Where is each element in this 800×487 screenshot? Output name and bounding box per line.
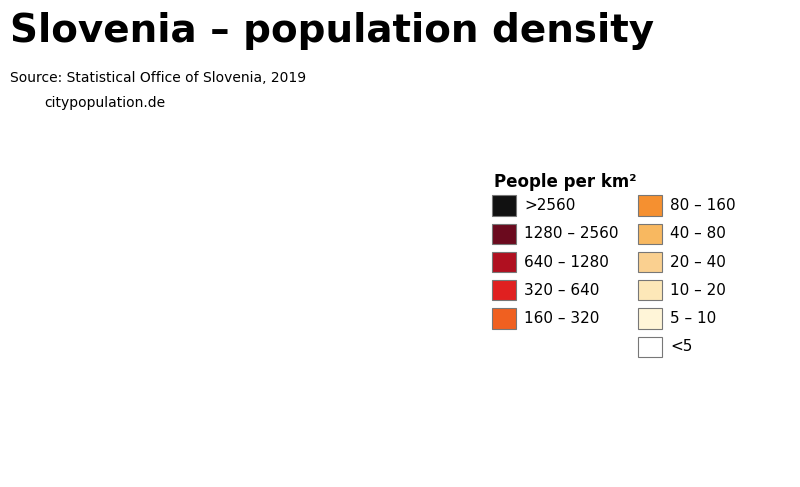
Text: citypopulation.de: citypopulation.de <box>44 96 165 110</box>
Text: Source: Statistical Office of Slovenia, 2019: Source: Statistical Office of Slovenia, … <box>10 71 306 85</box>
Text: 10 – 20: 10 – 20 <box>670 283 726 298</box>
Text: 40 – 80: 40 – 80 <box>670 226 726 241</box>
Text: >2560: >2560 <box>524 198 575 213</box>
Text: Slovenia – population density: Slovenia – population density <box>10 12 654 50</box>
Text: 640 – 1280: 640 – 1280 <box>524 255 609 269</box>
Text: 160 – 320: 160 – 320 <box>524 311 599 326</box>
Text: 1280 – 2560: 1280 – 2560 <box>524 226 618 241</box>
Text: <5: <5 <box>670 339 693 354</box>
Text: 80 – 160: 80 – 160 <box>670 198 736 213</box>
Text: 5 – 10: 5 – 10 <box>670 311 717 326</box>
Text: 320 – 640: 320 – 640 <box>524 283 599 298</box>
Text: People per km²: People per km² <box>494 173 637 191</box>
Text: 20 – 40: 20 – 40 <box>670 255 726 269</box>
